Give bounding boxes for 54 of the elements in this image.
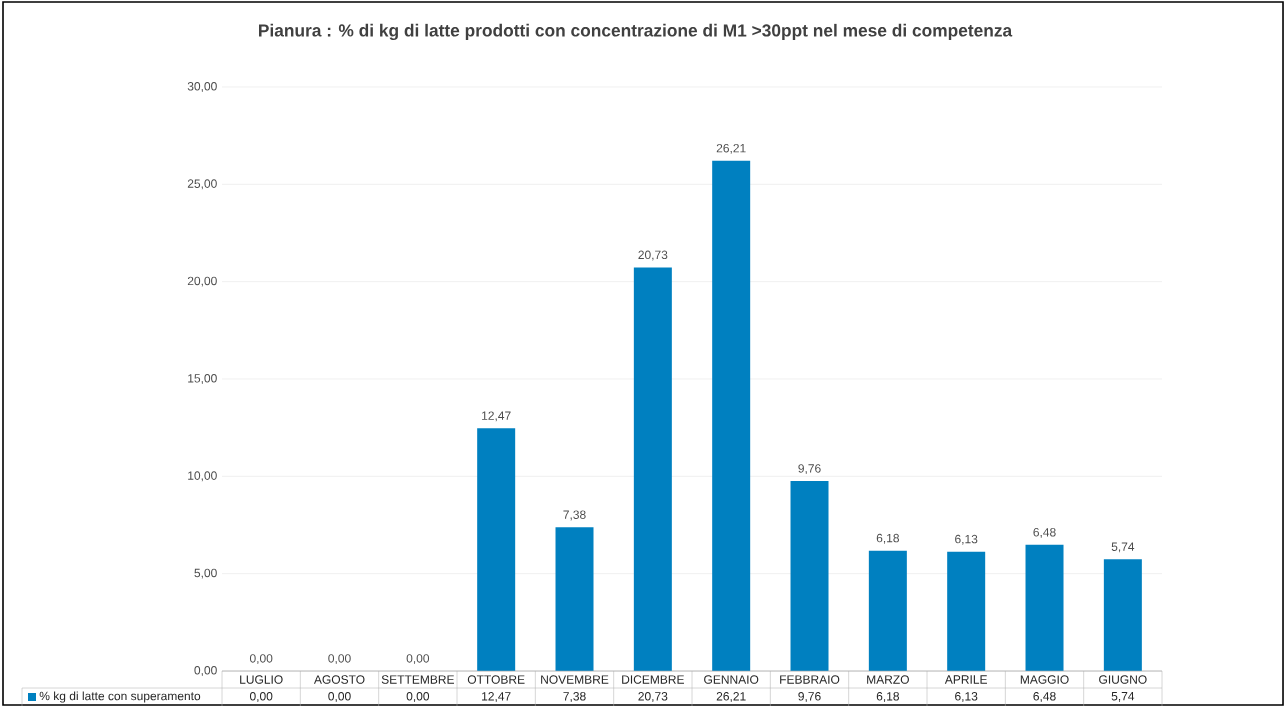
x-tick-label: LUGLIO: [240, 675, 283, 684]
bar: [1103, 559, 1142, 671]
y-tick-label: 10,00: [188, 471, 217, 482]
data-label: 6,13: [955, 692, 978, 702]
bar: [790, 481, 829, 671]
bar: [555, 527, 594, 671]
x-tick-label: FEBBRAIO: [780, 675, 840, 684]
text: 0,00: [249, 654, 273, 665]
y-tick-label: 30,00: [187, 82, 217, 92]
text: 6,48: [1033, 528, 1056, 538]
x-tick-label: AGOSTO: [313, 675, 365, 684]
x-tick-label: DICEMBRE: [622, 675, 684, 684]
data-label: 6,18: [876, 692, 899, 702]
bar: [477, 428, 516, 671]
data-label: 7,38: [563, 692, 586, 702]
data-label: 6,48: [1033, 692, 1056, 702]
legend-label: % kg di latte con superamento: [39, 691, 201, 703]
data-label: 20,73: [638, 692, 668, 702]
x-tick-label: OTTOBRE: [467, 675, 525, 684]
data-label: 12,47: [482, 692, 511, 702]
x-tick-label: GENNAIO: [704, 675, 759, 684]
text: 12,47: [482, 411, 511, 422]
data-label: 0,00: [406, 692, 430, 702]
y-tick-label: 0,00: [194, 666, 217, 676]
bar: [712, 160, 751, 671]
data-label: 0,00: [249, 692, 273, 702]
text: 5,74: [1111, 542, 1135, 553]
y-tick-label: 15,00: [188, 374, 217, 384]
data-label: 9,76: [798, 692, 821, 702]
x-tick-label: MAGGIO: [1020, 675, 1069, 684]
x-tick-label: MARZO: [867, 675, 909, 684]
data-label: 26,21: [716, 692, 746, 702]
text: 0,00: [406, 654, 430, 665]
bar: [1025, 544, 1064, 671]
chart-title: Pianura : % di kg di latte prodotti con concentrazione di M1 >30ppt nel mese di competenza: [259, 23, 1013, 41]
text: 6,18: [876, 533, 899, 544]
bar: [947, 551, 986, 671]
y-tick-label: 20,00: [187, 276, 217, 287]
text: 7,38: [563, 510, 586, 521]
x-tick-label: SETTEMBRE: [381, 675, 454, 684]
text: 9,76: [798, 464, 821, 475]
bar: [633, 267, 672, 671]
y-tick-label: 25,00: [187, 179, 217, 190]
data-label: 5,74: [1111, 692, 1135, 702]
x-tick-label: NOVEMBRE: [541, 675, 609, 684]
text: 26,21: [716, 143, 746, 154]
bar: [868, 550, 907, 671]
y-tick-label: 5,00: [194, 568, 217, 579]
text: 6,13: [955, 534, 978, 545]
x-tick-label: GIUGNO: [1099, 675, 1147, 684]
text: 20,73: [638, 250, 668, 261]
data-label: 0,00: [328, 692, 351, 702]
x-tick-label: APRILE: [944, 675, 987, 684]
text: 0,00: [328, 654, 351, 665]
